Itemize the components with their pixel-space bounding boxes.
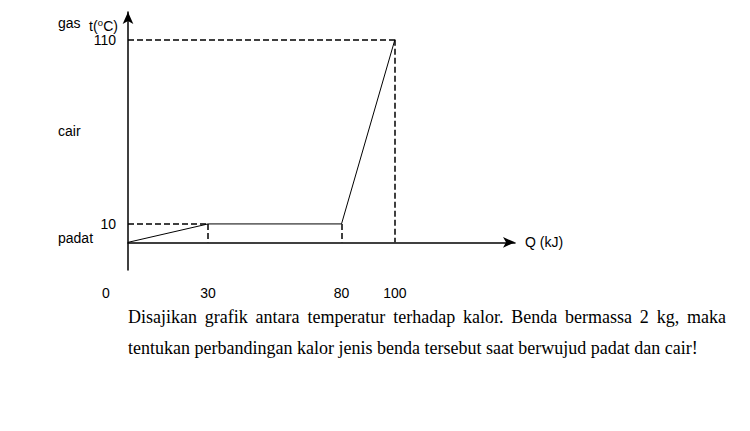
svg-text:padat: padat: [58, 230, 93, 246]
svg-text:Q (kJ): Q (kJ): [525, 234, 563, 250]
svg-text:gas: gas: [58, 15, 81, 31]
svg-text:110: 110: [94, 32, 117, 48]
html-text:Disajikan grafik antara temper: Disajikan grafik antara temperatur terha…: [128, 307, 726, 358]
svg-text:0: 0: [102, 285, 110, 300]
svg-text:80: 80: [334, 285, 350, 300]
svg-text:cair: cair: [58, 123, 81, 139]
svg-text:30: 30: [200, 285, 216, 300]
svg-text:t(⁰C): t(⁰C): [89, 17, 118, 34]
svg-text:100: 100: [383, 285, 407, 300]
svg-text:10: 10: [100, 216, 116, 232]
